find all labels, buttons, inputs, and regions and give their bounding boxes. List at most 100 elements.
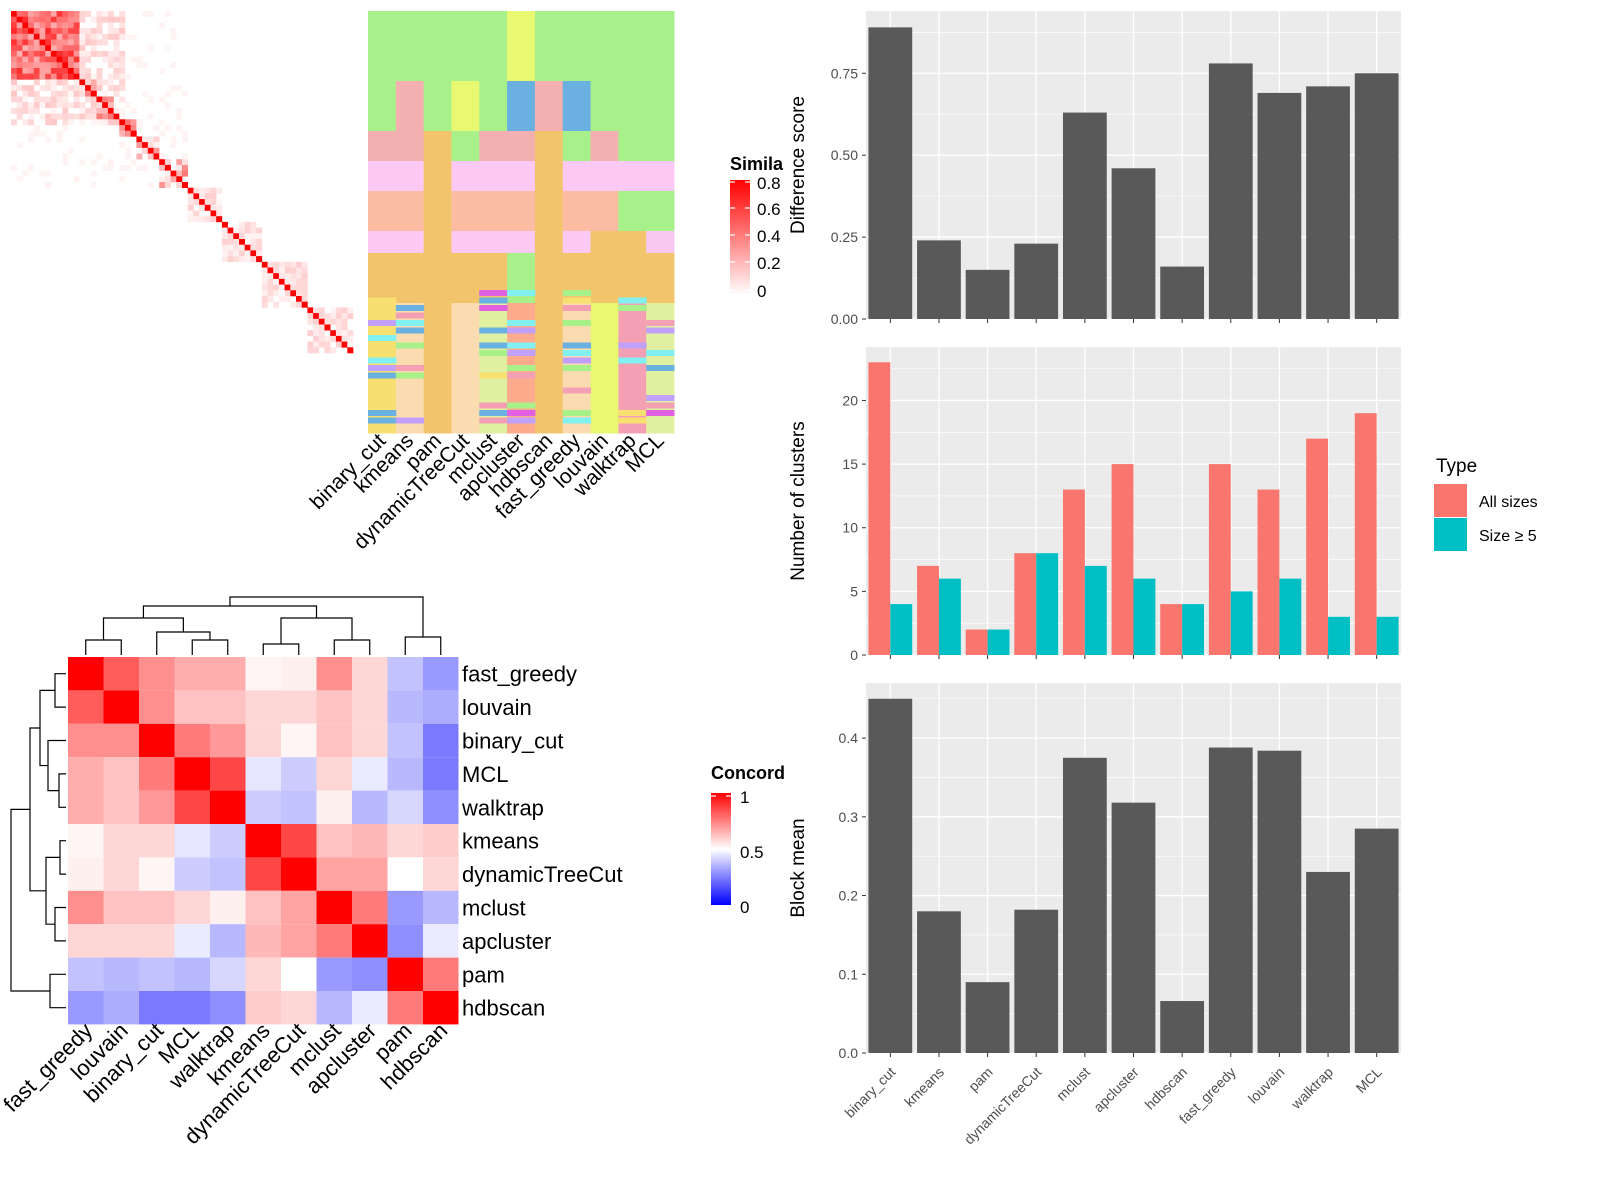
similarity-cell [119, 142, 126, 149]
cluster-cell [618, 305, 647, 311]
similarity-cell [210, 204, 217, 211]
similarity-cell [216, 204, 223, 211]
cluster-cell [479, 290, 508, 296]
concordance-cell [387, 657, 423, 691]
y-tick-label: 0 [850, 647, 858, 663]
similarity-cell [102, 90, 109, 97]
cluster-cell [395, 131, 425, 162]
cluster-cell [368, 410, 397, 416]
similarity-cell [244, 244, 251, 251]
similarity-cell [176, 113, 183, 120]
similarity-cell [39, 85, 46, 92]
similarity-cell [102, 11, 109, 17]
similarity-cell [113, 56, 120, 63]
similarity-cell [28, 56, 35, 63]
similarity-cell [22, 33, 29, 40]
similarity-cell [113, 16, 120, 23]
similarity-cell [33, 56, 40, 63]
similarity-cell [313, 341, 320, 348]
similarity-cell [90, 113, 97, 120]
similarity-cell [11, 33, 17, 40]
similarity-cell [142, 164, 149, 171]
dendrogram-branch [229, 596, 424, 637]
dendrogram-branch [29, 727, 46, 892]
cluster-cell [646, 161, 675, 192]
x-tick-label: pam [965, 1064, 996, 1095]
y-tick-label: 0.1 [839, 966, 859, 982]
concordance-cell [210, 690, 246, 724]
similarity-cell [11, 107, 17, 114]
similarity-cell [296, 273, 302, 280]
similarity-cell [199, 193, 206, 200]
similarity-cell [301, 273, 308, 280]
concordance-cell [245, 790, 281, 824]
similarity-cell [113, 28, 120, 35]
bar-size-5 [938, 578, 961, 655]
legend-label-size-5: Size ≥ 5 [1479, 528, 1537, 545]
concordance-colorbar [711, 793, 731, 905]
similarity-cell [221, 244, 228, 251]
similarity-cell [11, 11, 17, 17]
similarity-cell [176, 125, 183, 131]
similarity-cell [204, 204, 211, 211]
bar-all-sizes [1306, 438, 1329, 655]
similarity-cell [90, 79, 97, 86]
similarity-cell [22, 73, 29, 80]
concordance-cell [352, 723, 388, 758]
cluster-cell [479, 342, 508, 349]
similarity-cell [130, 119, 137, 126]
similarity-cell [119, 107, 126, 114]
similarity-cell [182, 159, 188, 166]
similarity-cell [204, 216, 211, 223]
cluster-cell [479, 350, 508, 356]
similarity-cell [244, 227, 251, 234]
concordance-cell [245, 857, 281, 891]
similarity-cell [233, 227, 240, 234]
similarity-cell [227, 227, 234, 234]
bar [1014, 909, 1059, 1053]
x-tick-label: binary_cut [841, 1064, 898, 1121]
similarity-cell [45, 68, 52, 74]
similarity-cell [330, 307, 337, 314]
cluster-cell [395, 231, 425, 254]
similarity-cell [244, 233, 251, 240]
similarity-cell [68, 85, 74, 92]
cluster-cell [423, 161, 452, 192]
similarity-cell [45, 11, 52, 17]
similarity-cell [62, 56, 69, 63]
cluster-cell [507, 290, 536, 296]
cluster-cell [395, 191, 425, 232]
cluster-cell [507, 417, 536, 424]
similarity-cell [96, 85, 103, 92]
cluster-cell [590, 161, 619, 192]
similarity-cell [62, 50, 69, 57]
similarity-cell [68, 11, 74, 17]
concordance-cell [316, 757, 352, 791]
concordance-cell [103, 723, 139, 758]
similarity-cell [244, 256, 251, 263]
cluster-cell [507, 81, 536, 132]
similarity-cell [90, 107, 97, 114]
concordance-cell [352, 690, 388, 724]
similarity-cell [182, 164, 188, 171]
similarity-cell [50, 85, 57, 92]
bar-size-5 [1230, 591, 1253, 655]
concordance-cell [316, 790, 352, 824]
similarity-cell [278, 267, 285, 274]
bar-all-sizes [1354, 413, 1377, 655]
similarity-cell [125, 147, 131, 154]
similarity-cell [22, 22, 29, 29]
similarity-cell [50, 56, 57, 63]
similarity-cell [227, 239, 234, 245]
cluster-cell [646, 191, 675, 232]
concordance-cell [387, 957, 423, 991]
similarity-cell [182, 130, 188, 137]
concordance-cell [281, 924, 317, 958]
similarity-cell [90, 170, 97, 177]
cluster-cell [423, 253, 452, 304]
concordance-cell [139, 824, 175, 858]
concordance-cell [103, 857, 139, 891]
similarity-cell [136, 136, 143, 143]
similarity-cell [119, 56, 126, 63]
concordance-cell [210, 957, 246, 991]
